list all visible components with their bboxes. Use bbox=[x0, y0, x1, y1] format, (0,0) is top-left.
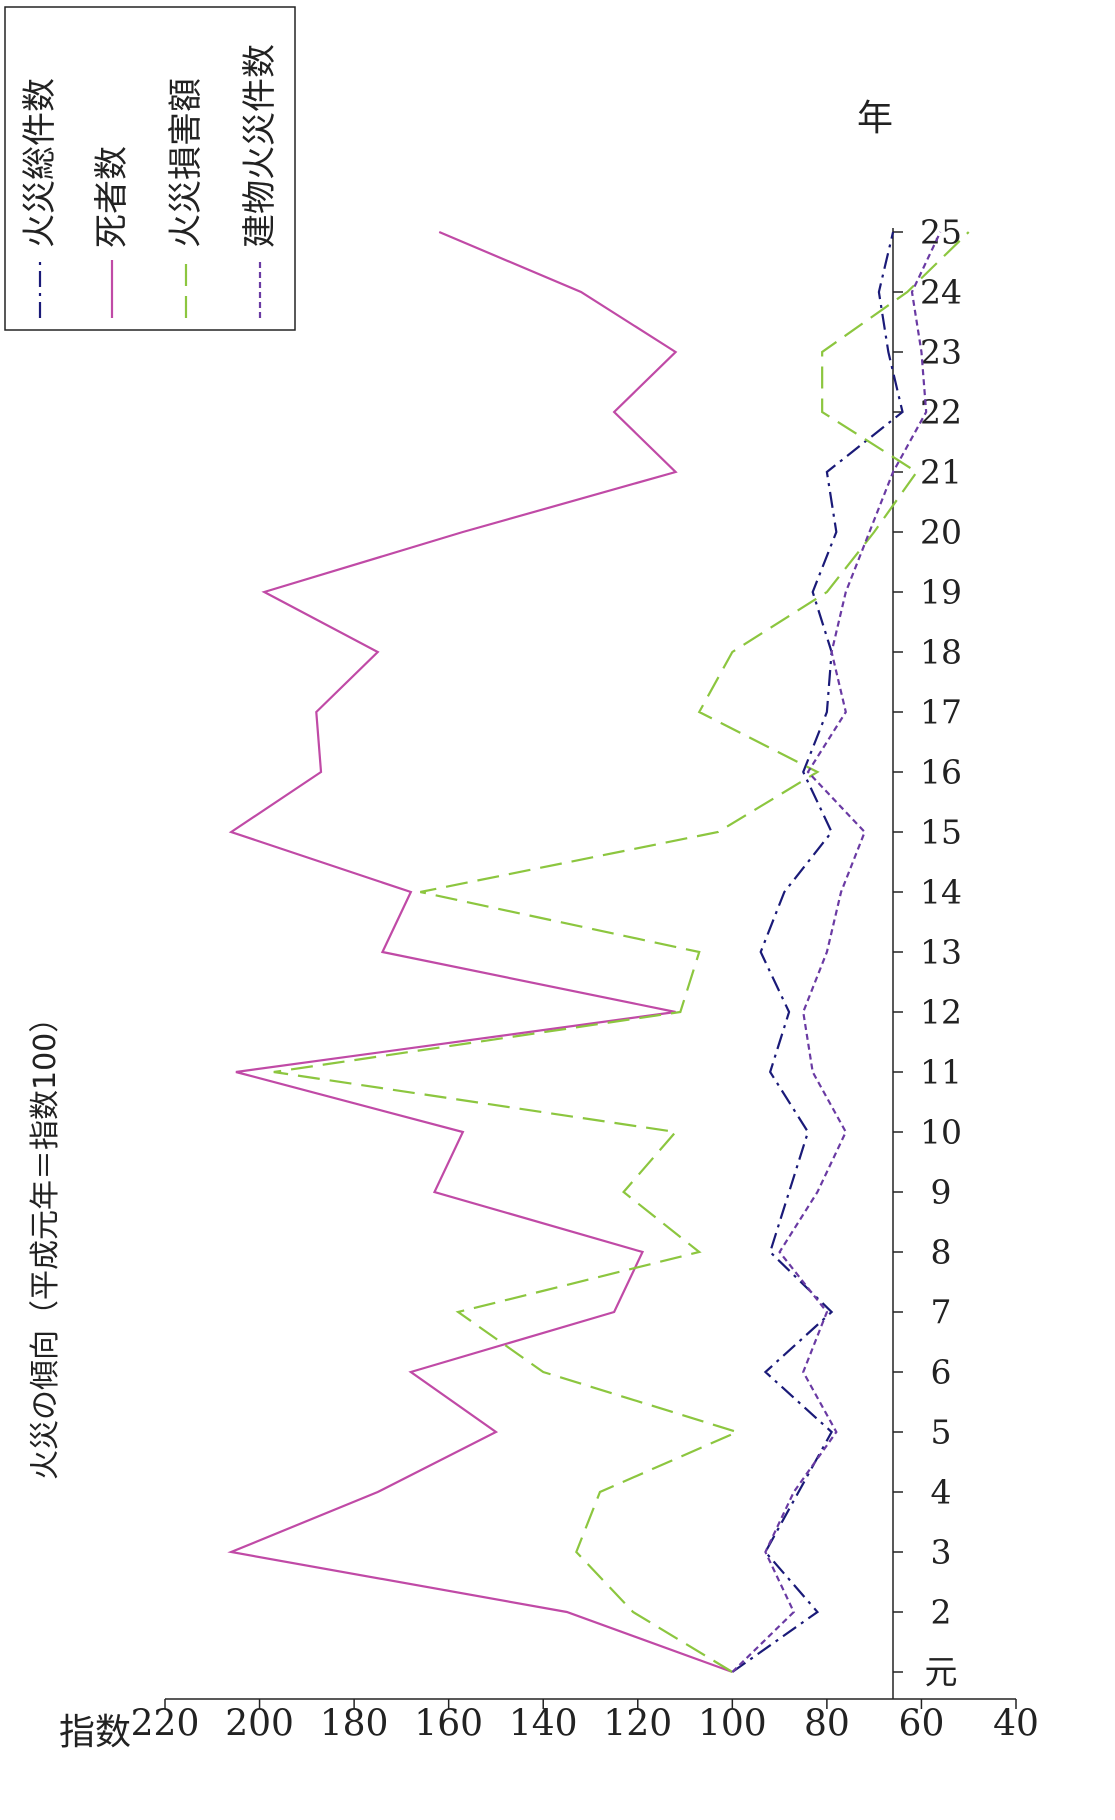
x-tick-label: 6 bbox=[931, 1353, 952, 1392]
legend-box bbox=[4, 6, 296, 331]
x-tick-label: 14 bbox=[920, 873, 962, 912]
y-axis-title: 指数 bbox=[59, 1712, 131, 1753]
series-line-1 bbox=[227, 230, 733, 1674]
x-tick-label: 24 bbox=[920, 273, 962, 312]
x-tick-label: 15 bbox=[920, 813, 962, 852]
legend-label-0: 火災総件数 bbox=[20, 78, 60, 248]
y-tick-label: 40 bbox=[993, 1704, 1039, 1745]
x-tick-label: 11 bbox=[920, 1053, 962, 1092]
legend: 火災総件数 死者数 火災損害額 建物火災件数 bbox=[4, 6, 296, 331]
x-tick-label: 元 bbox=[925, 1653, 958, 1692]
series-line-2 bbox=[273, 231, 970, 1673]
x-tick-label: 23 bbox=[920, 333, 962, 372]
x-tick-labels: 元234567891011121314151617181920212223242… bbox=[920, 213, 962, 1692]
y-tick-label: 100 bbox=[698, 1704, 767, 1745]
y-tick-label: 200 bbox=[225, 1704, 294, 1745]
x-tick-label: 7 bbox=[931, 1293, 952, 1332]
y-tick-label: 160 bbox=[414, 1704, 483, 1745]
x-tick-label: 8 bbox=[931, 1233, 952, 1272]
chart-title: 火災の傾向（平成元年＝指数100） bbox=[28, 1003, 63, 1480]
y-tick-label: 120 bbox=[603, 1704, 672, 1745]
y-tick-label: 180 bbox=[320, 1704, 389, 1745]
x-tick-label: 18 bbox=[920, 633, 962, 672]
x-tick-label: 5 bbox=[931, 1413, 952, 1452]
rotated-chart-group: 火災の傾向（平成元年＝指数100） 指数 年 40 60 80 100 120 140 16… bbox=[4, 6, 1039, 1753]
x-tick-label: 2 bbox=[931, 1593, 952, 1632]
y-tick-label: 220 bbox=[131, 1704, 200, 1745]
legend-label-1: 死者数 bbox=[92, 146, 132, 248]
x-tick-label: 20 bbox=[920, 513, 962, 552]
axes bbox=[164, 228, 1017, 1709]
x-tick-label: 9 bbox=[931, 1173, 952, 1212]
series-line-3 bbox=[731, 231, 942, 1673]
x-axis-title: 年 bbox=[857, 98, 893, 139]
x-tick-label: 17 bbox=[920, 693, 962, 732]
x-tick-label: 4 bbox=[931, 1473, 952, 1512]
x-tick-label: 12 bbox=[920, 993, 962, 1032]
x-tick-label: 16 bbox=[920, 753, 962, 792]
y-tick-label: 60 bbox=[899, 1704, 945, 1745]
series-line-0 bbox=[731, 231, 904, 1673]
x-tick-label: 21 bbox=[920, 453, 962, 492]
x-tick-label: 19 bbox=[920, 573, 962, 612]
x-tick-label: 13 bbox=[920, 933, 962, 972]
x-tick-label: 10 bbox=[920, 1113, 962, 1152]
series-lines bbox=[227, 230, 970, 1674]
y-tick-label: 140 bbox=[509, 1704, 578, 1745]
legend-label-3: 建物火災件数 bbox=[240, 44, 280, 248]
y-tick-label: 80 bbox=[804, 1704, 850, 1745]
y-tick-labels: 40 60 80 100 120 140 160 180 200 220 bbox=[131, 1704, 1039, 1745]
legend-label-2: 火災損害額 bbox=[166, 78, 206, 248]
x-tick-label: 3 bbox=[931, 1533, 952, 1572]
